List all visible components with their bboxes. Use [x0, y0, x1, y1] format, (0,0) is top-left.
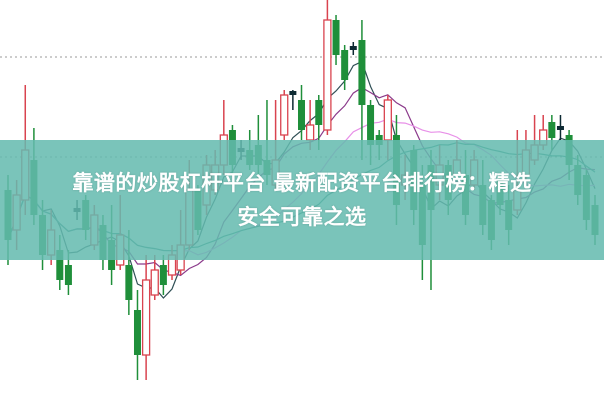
candle-body-down — [133, 310, 141, 355]
candle-body-up — [305, 124, 315, 141]
candle-body-up — [150, 269, 159, 296]
title-line-1: 靠谱的炒股杠杆平台 最新配资平台排行榜：精选 — [72, 171, 532, 195]
candle-body-up — [141, 279, 151, 356]
candle-body-up — [280, 94, 289, 136]
title-banner: 靠谱的炒股杠杆平台 最新配资平台排行榜：精选 安全可靠之选 — [0, 140, 604, 260]
candle-body-down — [358, 40, 366, 105]
candle-body-down — [298, 100, 305, 130]
candle-body-down — [315, 100, 323, 125]
candle-body-doji — [289, 91, 297, 95]
candle-body-down — [332, 20, 340, 55]
candle-body-down — [341, 50, 349, 80]
candle-body-up — [383, 99, 392, 141]
candle-body-up — [323, 19, 332, 131]
candle-body-down — [64, 265, 72, 285]
candle-body-down — [159, 265, 167, 285]
candle-body-doji — [556, 126, 564, 130]
candle-body-down — [125, 265, 133, 300]
candle-body-down — [367, 105, 375, 145]
title-line-2: 安全可靠之选 — [237, 205, 367, 229]
candle-body-doji — [349, 46, 357, 50]
candle-body-down — [548, 122, 556, 138]
candle-body-down — [56, 250, 64, 280]
